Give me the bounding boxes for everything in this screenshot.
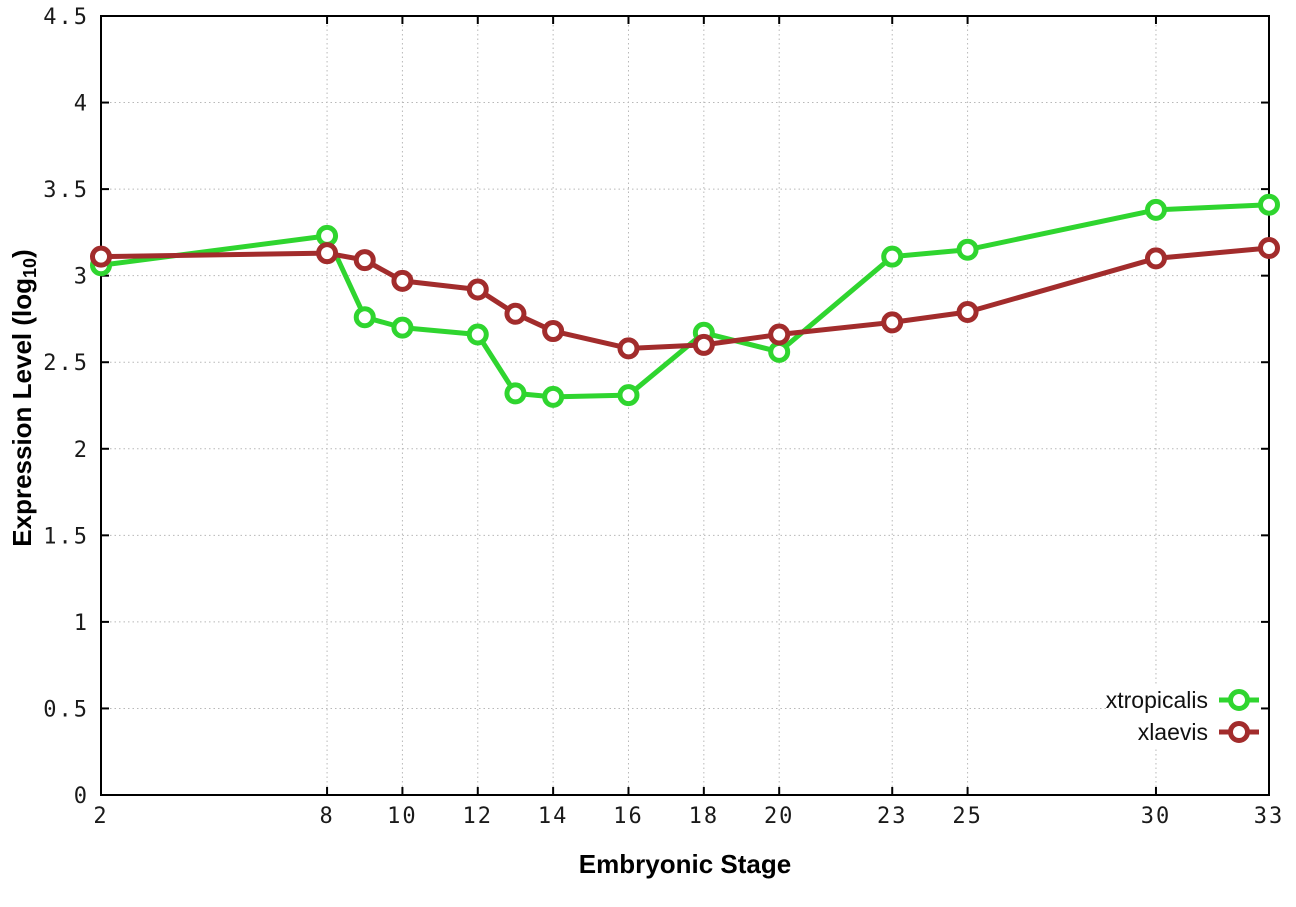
- data-point-xlaevis-stage-2: [90, 245, 112, 268]
- y-tick-label-3: 3: [74, 265, 89, 290]
- x-tick-label-23: 23: [877, 804, 908, 829]
- data-point-xtropicalis-stage-30: [1144, 198, 1167, 221]
- data-point-xtropicalis-stage-10: [391, 316, 414, 339]
- x-tick-label-8: 8: [319, 804, 334, 829]
- y-tick-label-2.5: 2.5: [43, 351, 89, 376]
- x-tick-label-10: 10: [387, 804, 418, 829]
- legend-label-xlaevis: xlaevis: [1137, 718, 1208, 745]
- data-point-xlaevis-stage-25: [956, 301, 979, 324]
- x-tick-label-14: 14: [538, 804, 569, 829]
- data-point-xlaevis-stage-14: [542, 320, 565, 343]
- x-tick-label-30: 30: [1141, 804, 1172, 829]
- data-point-xtropicalis-stage-33: [1258, 193, 1280, 216]
- legend: xtropicalis xlaevis: [1105, 684, 1260, 748]
- y-tick-label-0: 0: [74, 784, 89, 809]
- data-point-xtropicalis-stage-23: [881, 245, 904, 268]
- x-axis-title: Embryonic Stage: [578, 849, 792, 879]
- data-point-xlaevis-stage-18: [692, 333, 715, 356]
- x-tick-label-16: 16: [613, 804, 644, 829]
- data-point-xlaevis-stage-20: [768, 323, 791, 346]
- series-line-xlaevis: [98, 245, 1272, 351]
- y-axis-title-text: Expression Level (log: [7, 277, 37, 547]
- y-axis-title-subscript: 10: [20, 257, 40, 278]
- y-axis-title: Expression Level (log10): [7, 249, 41, 546]
- data-point-xtropicalis-stage-12: [466, 323, 489, 346]
- y-tick-label-1: 1: [74, 611, 89, 636]
- y-tick-label-0.5: 0.5: [43, 697, 89, 722]
- data-point-xtropicalis-stage-8: [316, 224, 339, 247]
- legend-marker-xlaevis: [1219, 721, 1259, 743]
- x-tick-label-18: 18: [689, 804, 720, 829]
- data-point-xlaevis-stage-30: [1144, 247, 1167, 270]
- y-tick-label-4: 4: [74, 92, 89, 117]
- data-point-xlaevis-stage-12: [466, 278, 489, 301]
- data-point-xtropicalis-stage-25: [956, 238, 979, 261]
- y-tick-label-4.5: 4.5: [43, 5, 89, 30]
- x-tick-label-2: 2: [93, 804, 108, 829]
- y-tick-label-1.5: 1.5: [43, 524, 89, 549]
- data-point-xtropicalis-stage-16: [617, 384, 640, 407]
- data-point-xlaevis-stage-33: [1258, 236, 1280, 259]
- series-line-xtropicalis: [98, 202, 1272, 400]
- plot-border: [100, 15, 1270, 796]
- x-tick-label-12: 12: [463, 804, 494, 829]
- data-point-xtropicalis-stage-20: [768, 340, 791, 363]
- data-point-xtropicalis-stage-14: [542, 385, 565, 408]
- data-point-xlaevis-stage-8: [316, 242, 339, 265]
- data-point-xlaevis-stage-9: [353, 249, 376, 272]
- legend-label-xtropicalis: xtropicalis: [1105, 686, 1208, 713]
- y-axis-title-suffix: ): [7, 249, 37, 258]
- data-point-xlaevis-stage-10: [391, 269, 414, 292]
- data-point-xlaevis-stage-13: [504, 302, 527, 325]
- x-tick-label-25: 25: [952, 804, 983, 829]
- legend-entry-xtropicalis: xtropicalis: [1106, 684, 1260, 716]
- y-tick-label-2: 2: [74, 438, 89, 463]
- legend-entry-xlaevis: xlaevis: [1106, 716, 1260, 748]
- x-tick-label-33: 33: [1254, 804, 1285, 829]
- data-point-xlaevis-stage-23: [881, 311, 904, 334]
- x-tick-label-20: 20: [764, 804, 795, 829]
- data-point-xlaevis-stage-16: [617, 337, 640, 360]
- legend-marker-xtropicalis: [1219, 689, 1259, 711]
- data-point-xtropicalis-stage-13: [504, 382, 527, 405]
- data-point-xtropicalis-stage-9: [353, 306, 376, 329]
- y-tick-label-3.5: 3.5: [43, 178, 89, 203]
